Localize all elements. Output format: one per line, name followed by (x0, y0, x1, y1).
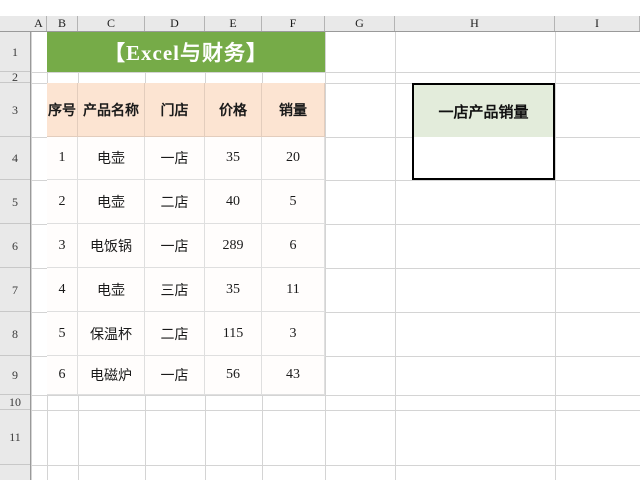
grid-line-horizontal (31, 83, 640, 84)
column-header-c[interactable]: C (78, 16, 145, 31)
column-header-g[interactable]: G (325, 16, 395, 31)
table-cell[interactable]: 289 (205, 224, 262, 268)
table-cell[interactable]: 2 (47, 180, 78, 224)
table-cell[interactable]: 二店 (145, 312, 205, 356)
column-header-a[interactable]: A (31, 16, 47, 31)
table-column-header[interactable]: 序号 (47, 83, 78, 137)
row-header-11[interactable]: 11 (0, 410, 30, 465)
table-cell[interactable]: 20 (262, 137, 325, 180)
table-cell[interactable]: 电壶 (78, 137, 145, 180)
column-header-d[interactable]: D (145, 16, 205, 31)
grid-line-horizontal (31, 410, 640, 411)
table-cell[interactable]: 一店 (145, 137, 205, 180)
table-column-header[interactable]: 价格 (205, 83, 262, 137)
table-cell[interactable]: 6 (47, 356, 78, 395)
row-header-10[interactable]: 10 (0, 395, 30, 410)
grid-line-horizontal (31, 72, 640, 73)
column-header-h[interactable]: H (395, 16, 555, 31)
table-cell[interactable]: 56 (205, 356, 262, 395)
table-cell[interactable]: 二店 (145, 180, 205, 224)
table-cell[interactable]: 电壶 (78, 180, 145, 224)
table-cell[interactable]: 115 (205, 312, 262, 356)
table-cell[interactable]: 3 (47, 224, 78, 268)
table-column-header[interactable]: 门店 (145, 83, 205, 137)
column-header-f[interactable]: F (262, 16, 325, 31)
grid-line-horizontal (31, 137, 640, 138)
table-cell[interactable]: 一店 (145, 356, 205, 395)
grid-line-vertical (395, 32, 396, 480)
table-cell[interactable]: 三店 (145, 268, 205, 312)
table-cell[interactable]: 11 (262, 268, 325, 312)
table-column-header[interactable]: 销量 (262, 83, 325, 137)
table-cell[interactable]: 电壶 (78, 268, 145, 312)
table-cell[interactable]: 5 (262, 180, 325, 224)
grid-line-horizontal (31, 312, 640, 313)
table-cell[interactable]: 电磁炉 (78, 356, 145, 395)
grid-line-horizontal (31, 180, 640, 181)
table-cell[interactable]: 5 (47, 312, 78, 356)
grid-line-horizontal (31, 268, 640, 269)
row-header-8[interactable]: 8 (0, 312, 30, 356)
row-header-9[interactable]: 9 (0, 356, 30, 395)
row-header-5[interactable]: 5 (0, 180, 30, 224)
column-header-i[interactable]: I (555, 16, 640, 31)
callout-label-cell[interactable]: 一店产品销量 (414, 85, 553, 137)
table-cell[interactable]: 1 (47, 137, 78, 180)
row-header-4[interactable]: 4 (0, 137, 30, 180)
grid-line-horizontal (31, 465, 640, 466)
row-header-7[interactable]: 7 (0, 268, 30, 312)
grid-line-horizontal (31, 395, 640, 396)
table-cell[interactable]: 40 (205, 180, 262, 224)
table-cell[interactable]: 35 (205, 268, 262, 312)
table-cell[interactable]: 35 (205, 137, 262, 180)
grid-line-horizontal (31, 356, 640, 357)
table-cell[interactable]: 43 (262, 356, 325, 395)
table-column-header[interactable]: 产品名称 (78, 83, 145, 137)
row-header-6[interactable]: 6 (0, 224, 30, 268)
table-cell[interactable]: 3 (262, 312, 325, 356)
table-cell[interactable]: 电饭锅 (78, 224, 145, 268)
grid-line-horizontal (31, 224, 640, 225)
sheet-title-banner[interactable]: 【Excel与财务】 (47, 32, 325, 72)
grid-line-vertical (325, 32, 326, 480)
table-cell[interactable]: 一店 (145, 224, 205, 268)
table-cell[interactable]: 4 (47, 268, 78, 312)
column-header-b[interactable]: B (47, 16, 78, 31)
table-cell[interactable]: 保温杯 (78, 312, 145, 356)
grid-line-vertical (31, 32, 32, 480)
grid-line-vertical (555, 32, 556, 480)
row-header-2[interactable]: 2 (0, 71, 30, 83)
row-header-1[interactable]: 1 (0, 32, 30, 72)
row-header-3[interactable]: 3 (0, 83, 30, 137)
column-header-e[interactable]: E (205, 16, 262, 31)
table-cell[interactable]: 6 (262, 224, 325, 268)
